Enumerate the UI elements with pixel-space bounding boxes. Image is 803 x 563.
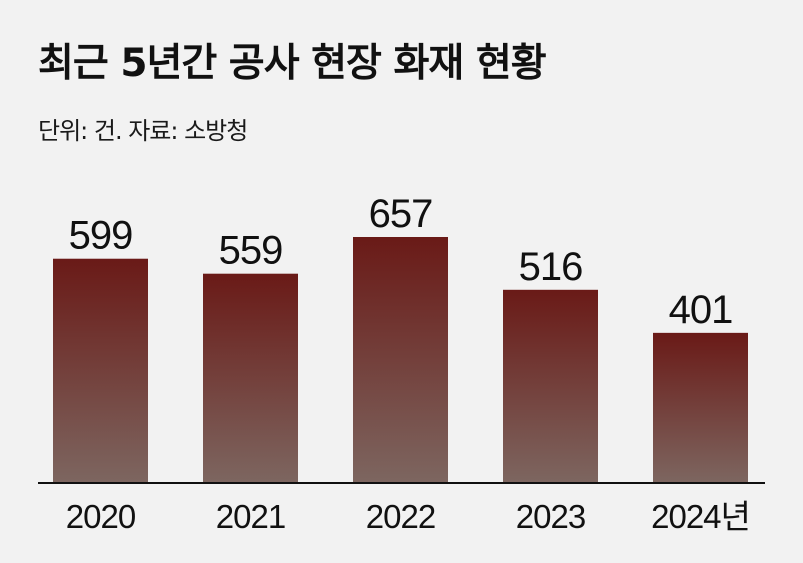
bar-2023 <box>503 289 598 483</box>
x-tick-label: 2023 <box>516 498 585 535</box>
chart-title: 최근 5년간 공사 현장 화재 현황 <box>38 41 547 86</box>
bar-value-label: 599 <box>69 214 133 258</box>
bar-2021 <box>203 273 298 483</box>
bar-value-label: 559 <box>219 229 283 273</box>
x-tick-label: 2021 <box>216 498 285 535</box>
bar-value-label: 516 <box>519 245 583 289</box>
x-tick-label: 2024년 <box>651 498 750 535</box>
bar-2024년 <box>653 332 748 483</box>
bar-2020 <box>53 258 148 483</box>
chart-subtitle: 단위: 건. 자료: 소방청 <box>38 117 248 145</box>
x-tick-label: 2022 <box>366 498 435 535</box>
bar-value-label: 401 <box>669 288 733 332</box>
x-tick-label: 2020 <box>66 498 136 535</box>
bar-2022 <box>353 237 448 483</box>
bar-value-label: 657 <box>369 192 433 236</box>
bars-group: 599 2020 559 2021 657 2022 516 2023 401 2024년 <box>53 192 751 535</box>
